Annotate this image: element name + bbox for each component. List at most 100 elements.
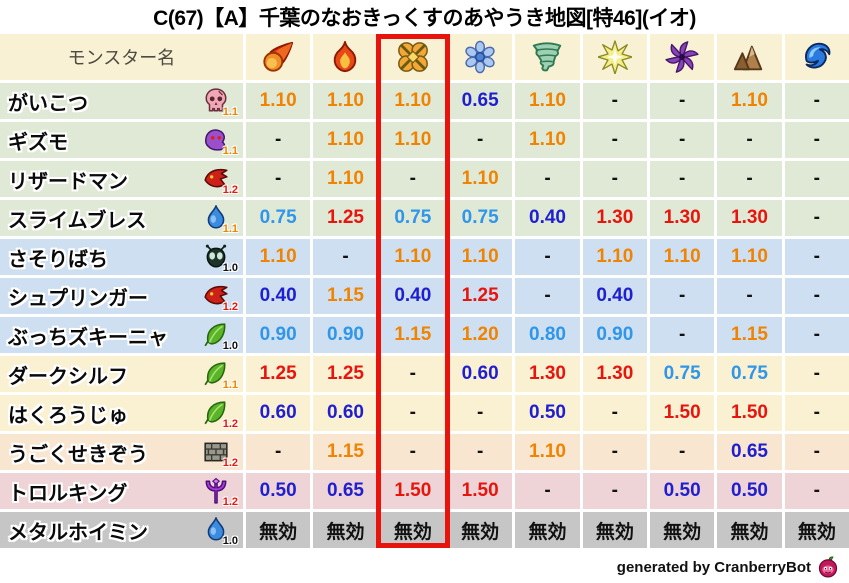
resistance-cell: - — [380, 434, 445, 470]
bug-icon: 1.0 — [203, 244, 238, 274]
resistance-value: 1.10 — [529, 441, 566, 462]
resistance-cell: 0.40 — [380, 278, 445, 314]
resistance-value: - — [409, 441, 416, 462]
resistance-cell: 無効 — [313, 512, 378, 548]
monster-level-badge: 1.1 — [222, 145, 238, 157]
resistance-value: 無効 — [461, 521, 500, 543]
resistance-value: 無効 — [393, 521, 432, 543]
element-column-header — [650, 34, 715, 80]
resistance-cell: 1.10 — [380, 239, 445, 275]
resistance-cell: 1.50 — [448, 473, 513, 509]
resistance-value: 0.60 — [461, 363, 499, 384]
resistance-value: - — [813, 402, 820, 423]
resistance-cell: 0.75 — [246, 200, 311, 236]
resistance-cell: - — [784, 395, 849, 431]
resistance-cell: 1.15 — [717, 317, 782, 353]
resistance-value: 1.10 — [731, 90, 768, 111]
resistance-cell: 1.30 — [650, 200, 715, 236]
monster-row-name: メタルホイミン 1.0 — [0, 512, 243, 548]
resistance-cell: 1.10 — [246, 83, 311, 119]
footer-credit-text: generated by CranberryBot — [616, 558, 811, 576]
resistance-value: 0.75 — [394, 207, 432, 228]
resistance-value: 1.15 — [327, 285, 364, 306]
resistance-cell: 0.40 — [582, 278, 647, 314]
monster-name: ダークシルフ — [8, 365, 128, 388]
resistance-cell: - — [784, 356, 849, 392]
resistance-value: 0.50 — [529, 402, 566, 423]
resistance-value: 1.25 — [461, 285, 499, 306]
resistance-cell: 1.10 — [717, 239, 782, 275]
dark-icon — [665, 40, 699, 74]
resistance-value: - — [275, 168, 282, 189]
element-column-header — [246, 34, 311, 80]
resistance-cell: - — [448, 122, 513, 158]
resistance-value: - — [611, 129, 618, 150]
resistance-table: モンスター名 がいこつ 1.1 1.10 1.10 1.10 0.65 1.10 - - 1.10 -… — [0, 34, 849, 548]
resistance-cell: - — [515, 161, 580, 197]
monster-level-badge: 1.0 — [222, 262, 238, 274]
resistance-cell: - — [582, 434, 647, 470]
monster-name: スライムブレス — [8, 209, 147, 232]
resistance-cell: - — [650, 161, 715, 197]
element-column-header — [717, 34, 782, 80]
resistance-cell: 1.10 — [717, 83, 782, 119]
monster-level-badge: 1.2 — [222, 496, 238, 508]
resistance-cell: - — [380, 356, 445, 392]
resistance-value: 0.75 — [663, 363, 701, 384]
resistance-value: - — [409, 168, 416, 189]
resistance-value: 1.30 — [529, 363, 566, 384]
resistance-value: 1.10 — [394, 129, 432, 150]
resistance-cell: 1.50 — [380, 473, 445, 509]
resistance-value: - — [813, 207, 820, 228]
resistance-value: 1.10 — [529, 90, 566, 111]
resistance-cell: 0.65 — [313, 473, 378, 509]
resistance-value: 1.30 — [596, 363, 634, 384]
resistance-cell: 1.25 — [313, 356, 378, 392]
resistance-cell: - — [784, 434, 849, 470]
resistance-value: 1.10 — [461, 168, 499, 189]
resistance-cell: 0.50 — [515, 395, 580, 431]
resistance-value: - — [544, 246, 551, 267]
resistance-cell: - — [784, 122, 849, 158]
resistance-value: 1.50 — [394, 480, 432, 501]
resistance-value: 0.65 — [461, 90, 499, 111]
page-title: C(67)【A】千葉のなおきっくすのあやうき地図[特46](イオ) — [153, 7, 696, 30]
resistance-cell: 1.10 — [313, 161, 378, 197]
resistance-cell: 1.30 — [515, 356, 580, 392]
resistance-cell: - — [515, 278, 580, 314]
monster-level-badge: 1.1 — [222, 223, 238, 235]
resistance-cell: 0.75 — [717, 356, 782, 392]
resistance-value: - — [409, 402, 416, 423]
resistance-value: - — [813, 129, 820, 150]
resistance-value: 無効 — [259, 521, 298, 543]
resistance-cell: 無効 — [448, 512, 513, 548]
monster-row-name: さそりばち 1.0 — [0, 239, 243, 275]
resistance-value: 1.10 — [394, 246, 432, 267]
resistance-cell: - — [784, 278, 849, 314]
resistance-cell: - — [784, 473, 849, 509]
resistance-value: - — [611, 441, 618, 462]
monster-level-badge: 1.2 — [222, 418, 238, 430]
resistance-cell: 0.40 — [246, 278, 311, 314]
resistance-value: 無効 — [797, 521, 836, 543]
resistance-cell: - — [784, 83, 849, 119]
resistance-cell: 0.65 — [448, 83, 513, 119]
resistance-value: - — [544, 168, 551, 189]
resistance-cell: - — [246, 161, 311, 197]
monster-name: トロルキング — [8, 482, 128, 505]
resistance-cell: - — [582, 161, 647, 197]
resistance-value: 1.30 — [596, 207, 634, 228]
element-column-header — [515, 34, 580, 80]
leaf-icon: 1.1 — [203, 361, 238, 391]
monster-row-name: シュプリンガー 1.2 — [0, 278, 243, 314]
resistance-value: 1.15 — [731, 324, 768, 345]
resistance-cell: 1.20 — [448, 317, 513, 353]
resistance-cell: - — [650, 434, 715, 470]
monster-level-badge: 1.2 — [222, 301, 238, 313]
dragon-icon: 1.2 — [203, 166, 238, 196]
resistance-cell: - — [650, 122, 715, 158]
resistance-value: - — [544, 285, 551, 306]
monster-row-name: がいこつ 1.1 — [0, 83, 243, 119]
resistance-cell: 1.10 — [380, 83, 445, 119]
resistance-cell: 1.10 — [515, 83, 580, 119]
